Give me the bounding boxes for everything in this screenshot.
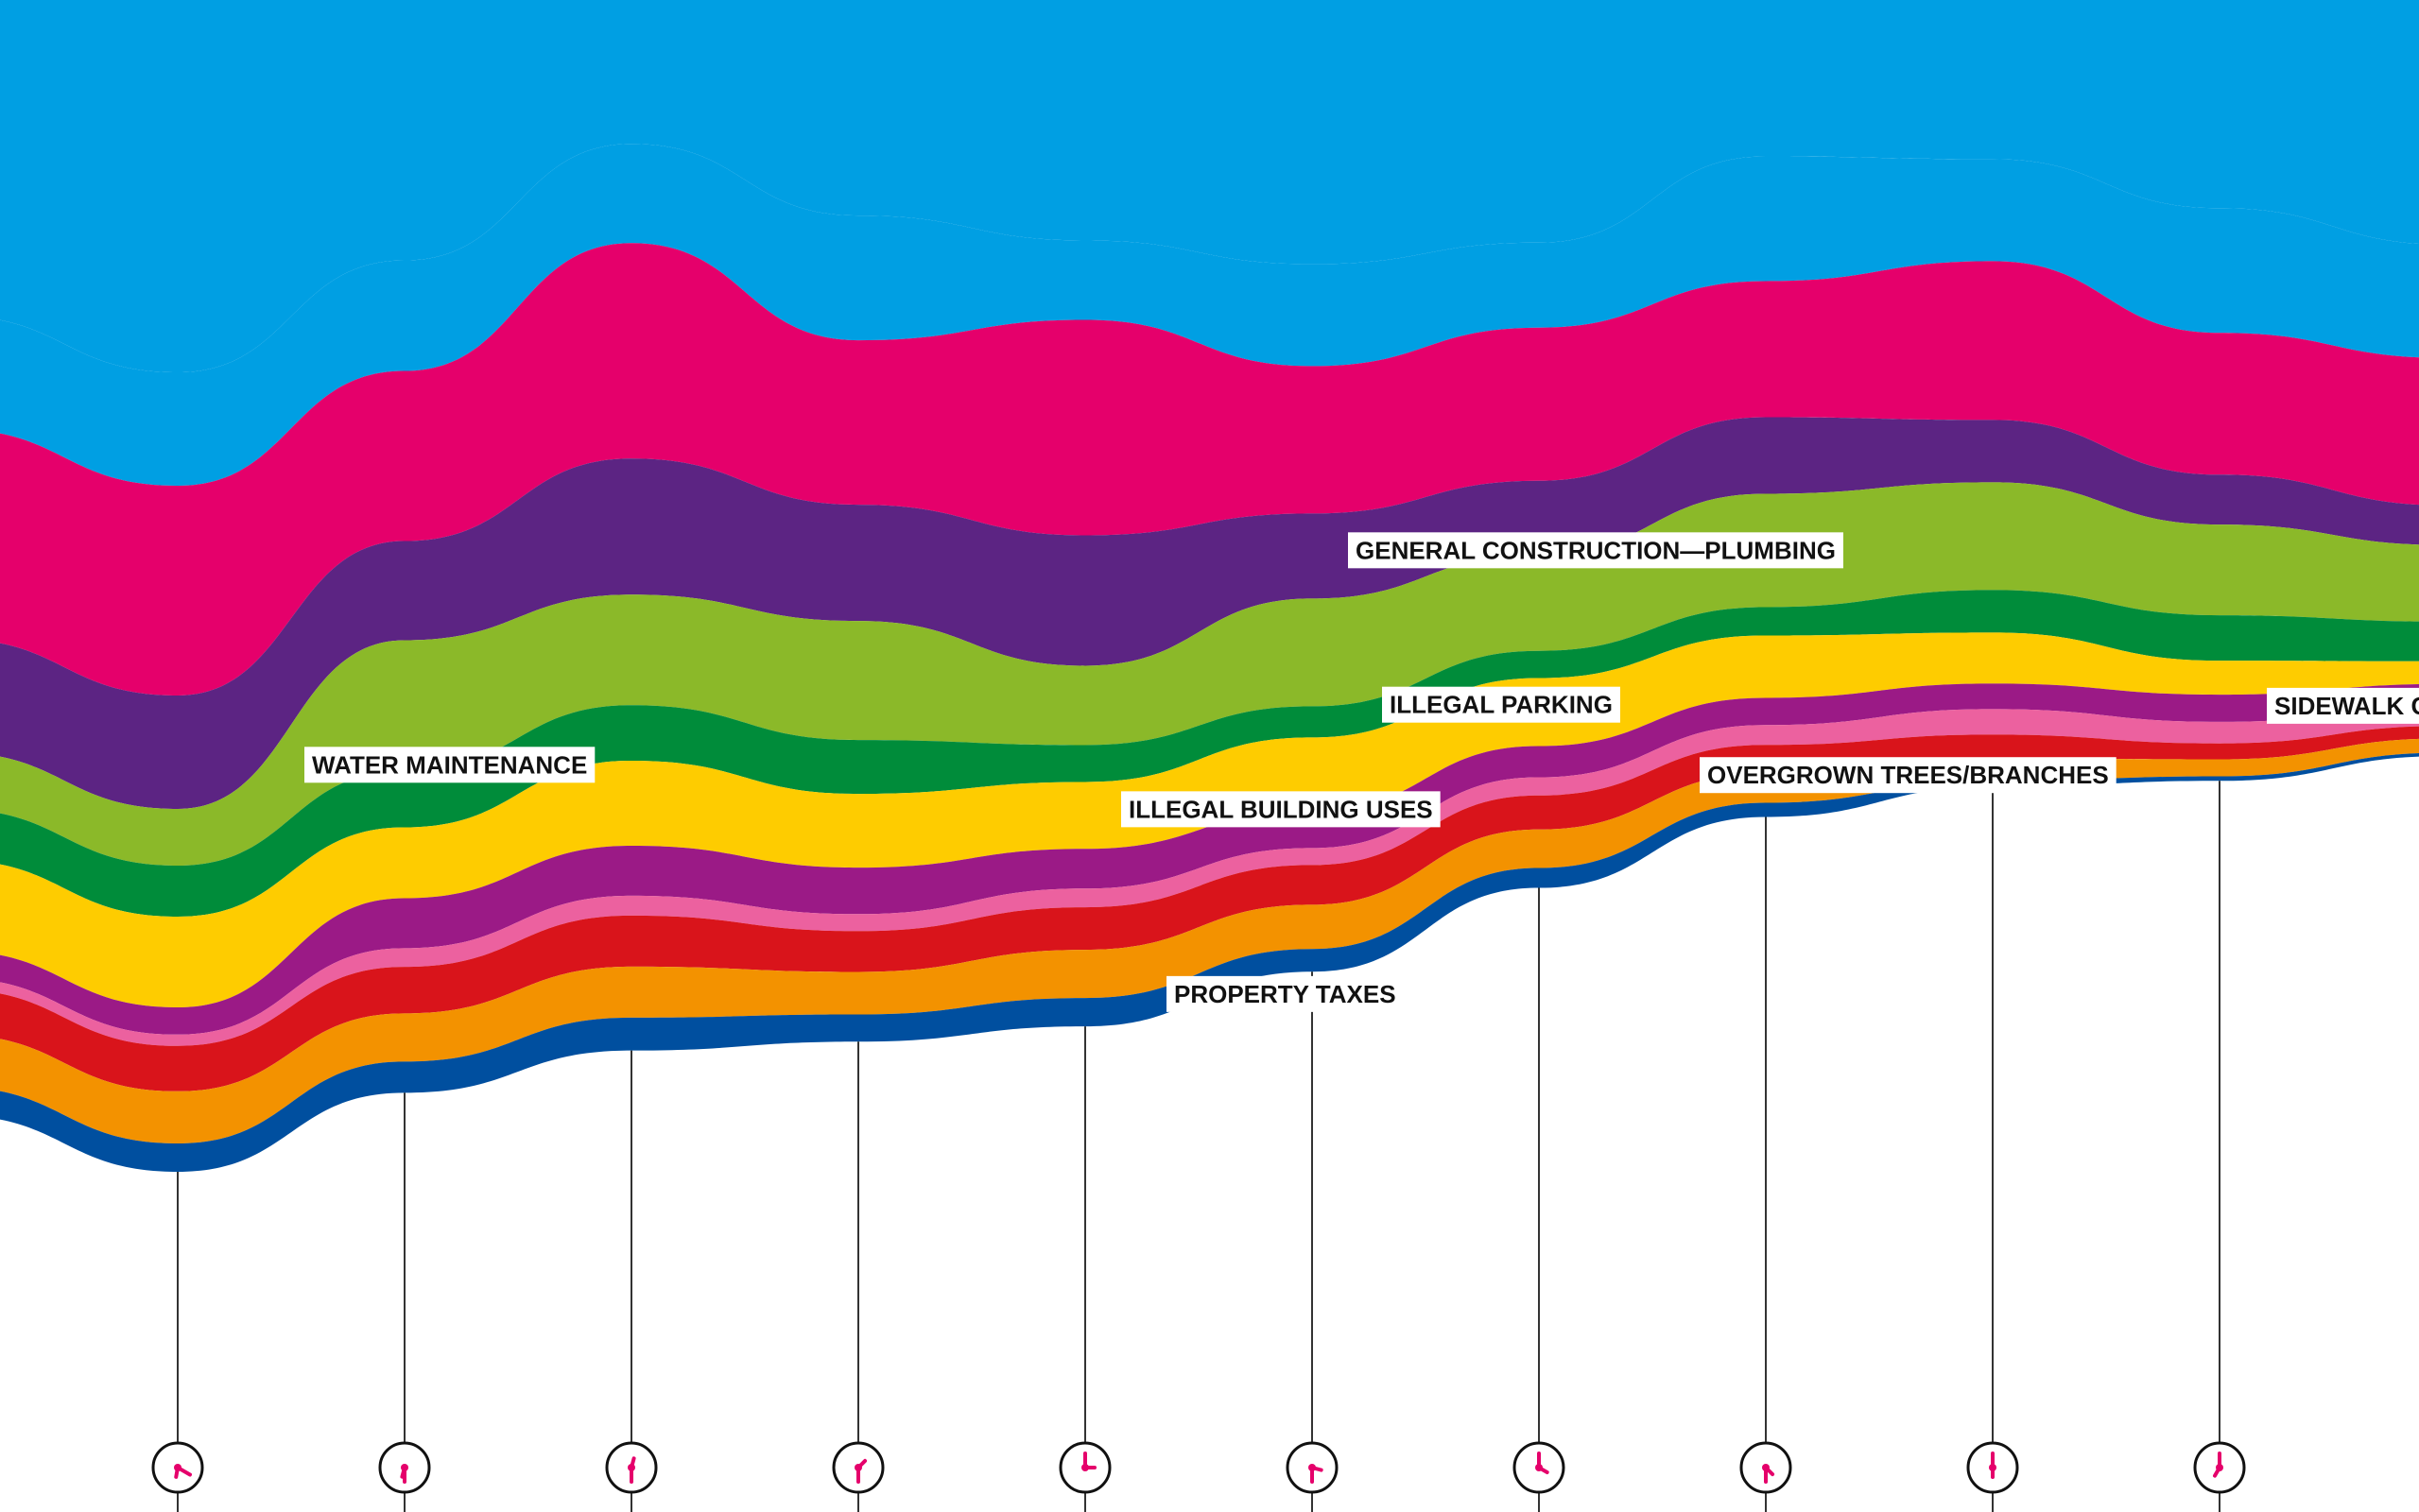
- series-label-background: [1166, 975, 1404, 1012]
- clock-center-dot: [1081, 1464, 1089, 1471]
- series-label-background: [1348, 532, 1843, 569]
- clock-icon: [151, 1441, 204, 1494]
- stream-layer-1: [0, 738, 2419, 1143]
- series-label-background: [304, 747, 596, 783]
- clock-icon: [378, 1441, 431, 1494]
- clock-icon: [1512, 1441, 1565, 1494]
- series-label: ILLEGAL BUILDING USES: [1121, 791, 1441, 828]
- stream-layer-2: [0, 726, 2419, 1091]
- stream-layer-10: [0, 144, 2419, 486]
- clock-icon: [1739, 1441, 1792, 1494]
- series-label-text: GENERAL CONSTRUCTION—PLUMBING: [1356, 536, 1836, 564]
- clock-center-dot: [628, 1464, 635, 1471]
- series-label: SIDEWALK CON: [2267, 687, 2419, 724]
- stream-layer-8: [0, 417, 2419, 809]
- series-label: GENERAL CONSTRUCTION—PLUMBING: [1348, 532, 1843, 569]
- series-label-background: [1382, 686, 1620, 723]
- series-label-text: WATER MAINTENANCE: [312, 750, 587, 779]
- stream-layer-9: [0, 243, 2419, 696]
- clock-center-dot: [174, 1464, 181, 1471]
- clock-icon: [2193, 1441, 2246, 1494]
- clock-center-dot: [401, 1464, 408, 1471]
- series-label-text: ILLEGAL PARKING: [1390, 691, 1613, 719]
- clock-icon: [1966, 1441, 2019, 1494]
- stream-layer-3: [0, 708, 2419, 1046]
- clock-center-dot: [2216, 1464, 2223, 1471]
- clock-center-dot: [855, 1464, 862, 1471]
- stream-layers: [0, 0, 2419, 1172]
- clock-center-dot: [1989, 1464, 1996, 1471]
- time-leader-lines: [177, 781, 2220, 1512]
- series-label: OVERGROWN TREES/BRANCHES: [1700, 757, 2117, 794]
- series-label-text: ILLEGAL BUILDING USES: [1129, 795, 1433, 823]
- series-label-text: PROPERTY TAXES: [1174, 980, 1396, 1008]
- clock-icon: [832, 1441, 885, 1494]
- stream-layer-4: [0, 683, 2419, 1035]
- series-label-text: SIDEWALK CON: [2274, 692, 2419, 720]
- series-labels: WATER MAINTENANCE GENERAL CONSTRUCTION—PL…: [304, 532, 2419, 1012]
- series-label-background: [2267, 687, 2419, 724]
- clock-icon: [605, 1441, 658, 1494]
- series-label-background: [1121, 791, 1441, 828]
- stream-layer-6: [0, 590, 2419, 917]
- clock-center-dot: [1762, 1464, 1770, 1471]
- time-clock-markers: [151, 1441, 2246, 1494]
- series-label-background: [1700, 757, 2117, 794]
- stream-layer-7: [0, 482, 2419, 866]
- series-label: PROPERTY TAXES: [1166, 975, 1404, 1012]
- clock-center-dot: [1308, 1464, 1316, 1471]
- series-label-text: OVERGROWN TREES/BRANCHES: [1707, 761, 2109, 789]
- series-label: WATER MAINTENANCE: [304, 747, 596, 783]
- series-label: ILLEGAL PARKING: [1382, 686, 1620, 723]
- clock-center-dot: [1535, 1464, 1543, 1471]
- clock-icon: [1059, 1441, 1112, 1494]
- stream-layer-top-fill: [0, 0, 2419, 372]
- clock-icon: [1286, 1441, 1339, 1494]
